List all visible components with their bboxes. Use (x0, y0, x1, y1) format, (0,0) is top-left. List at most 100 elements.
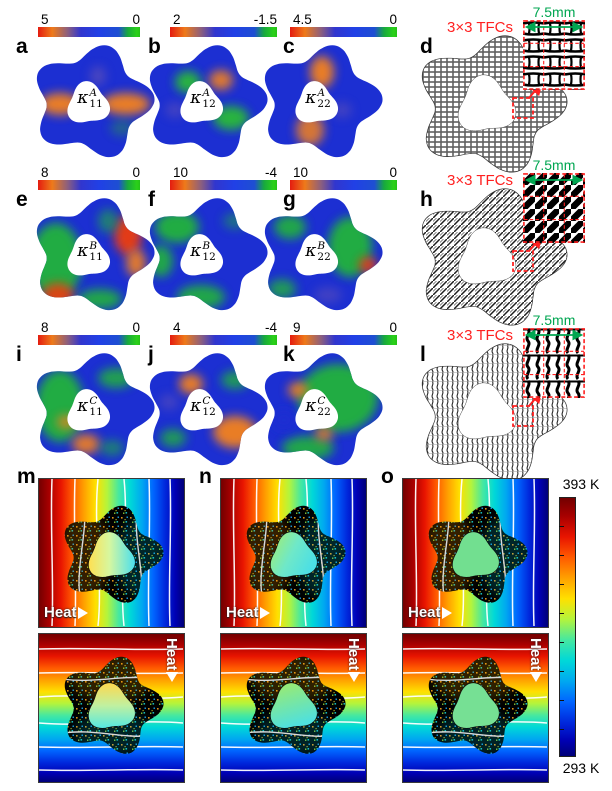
panel-letter-j: j (148, 343, 154, 366)
isotherm-line (532, 479, 536, 626)
kappa-label-g: κ B 22 (292, 241, 344, 262)
tfc-label-h: 3×3 TFCs (447, 172, 513, 189)
color-patch (160, 429, 186, 447)
heat-arrow-icon (259, 606, 270, 619)
heat-label: Heat (408, 605, 452, 620)
color-patch (359, 257, 377, 273)
kappa-superscript: C (89, 395, 98, 407)
panel-letter-m: m (17, 465, 36, 488)
colorbar-g (290, 180, 397, 190)
colorbar-e-max: 8 (41, 165, 49, 180)
kappa-superscript: C (317, 395, 326, 407)
heat-arrow-icon (347, 671, 360, 682)
colorbar-a (38, 27, 140, 37)
color-patch (179, 374, 203, 394)
mesh-structure-h (421, 188, 568, 326)
heatmap-horizontal-m: Heat (38, 478, 185, 628)
kappa-symbol: κ (190, 396, 202, 416)
center-hole (67, 81, 111, 123)
conductivity-map-e (36, 198, 155, 311)
center-hole (295, 81, 339, 123)
colorbar-a-min: 0 (132, 12, 140, 27)
center-hole (180, 81, 224, 123)
center-hole (295, 234, 339, 276)
heat-arrow-icon (441, 606, 452, 619)
colorbar-k-min: 0 (389, 320, 397, 335)
colorbar-f-min: -4 (264, 165, 277, 180)
isotherm-line (414, 479, 418, 626)
inset-source-box (512, 405, 534, 427)
inner-region (452, 682, 500, 729)
isotherm-line (350, 479, 354, 626)
center-hole (295, 389, 339, 431)
kappa-subscript: 11 (89, 250, 103, 263)
panel-letter-g: g (283, 188, 296, 211)
kappa-label-a: κ A 11 (64, 88, 116, 109)
heatmap-vertical-3: Heat (402, 633, 549, 783)
colorbar-c-max: 4.5 (293, 12, 312, 27)
isotherm-line (39, 768, 183, 772)
heatmap-vertical-2: Heat (220, 633, 367, 783)
conductivity-map-k (264, 353, 383, 466)
kappa-superscript: B (317, 240, 326, 252)
kappa-subscript: 22 (317, 97, 331, 110)
heat-label: Heat (44, 605, 88, 620)
kappa-superscript: A (89, 87, 97, 99)
panel-letter-i: i (16, 343, 22, 366)
kappa-subscript: 12 (202, 250, 216, 263)
colorbar-i (38, 335, 140, 345)
colorbar-j-max: 4 (173, 320, 181, 335)
colorbar-k (290, 335, 397, 345)
color-patch (274, 215, 306, 239)
heatmap-horizontal-o: Heat (402, 478, 549, 628)
kappa-label-c: κ A 22 (292, 88, 344, 109)
tfc-label-d: 3×3 TFCs (447, 19, 513, 36)
kappa-subscript: 12 (202, 97, 216, 110)
isotherm-line (221, 647, 365, 651)
inner-region (270, 531, 318, 578)
panel-letter-n: n (199, 465, 212, 488)
kappa-subscript: 22 (317, 250, 331, 263)
colorbar-g-max: 10 (293, 165, 309, 180)
center-hole (67, 389, 111, 431)
heat-label: Heat (527, 638, 544, 682)
colorbar-b-min: -1.5 (253, 12, 277, 27)
kappa-label-b: κ A 12 (177, 88, 229, 109)
isotherm-line (221, 768, 365, 772)
color-patch (310, 56, 334, 88)
kappa-symbol: κ (305, 396, 317, 416)
color-patch (36, 223, 82, 299)
panel-letter-d: d (420, 35, 433, 58)
inner-region (88, 531, 136, 578)
kappa-label-i: κ C 11 (64, 396, 116, 417)
color-patch (98, 368, 134, 388)
color-patch (155, 211, 199, 243)
center-hole (180, 234, 224, 276)
scale-label-l: 7.5mm (532, 312, 576, 328)
conductivity-map-c (264, 45, 383, 158)
colorbar-j-min: -4 (264, 320, 277, 335)
isotherm-line (168, 479, 172, 626)
colorbar-c (290, 27, 397, 37)
colorbar-k-max: 9 (293, 320, 301, 335)
colorbar-e (38, 180, 140, 190)
heat-arrow-icon (77, 606, 88, 619)
mesh-center-hole (457, 227, 517, 285)
conductivity-map-b (149, 45, 268, 158)
kappa-symbol: κ (190, 88, 202, 108)
panel-letter-l: l (420, 343, 426, 366)
inset-source-box (512, 250, 534, 272)
inset-l (523, 328, 585, 398)
colorbar-f (170, 180, 277, 190)
conductivity-map-i (36, 353, 155, 466)
inner-region (452, 531, 500, 578)
color-patch (149, 245, 173, 277)
heat-arrow-icon (529, 671, 542, 682)
color-patch (72, 434, 100, 454)
kappa-superscript: B (202, 240, 211, 252)
kappa-superscript: B (89, 240, 98, 252)
color-patch (315, 427, 333, 441)
inner-region (270, 682, 318, 729)
kappa-label-f: κ B 12 (177, 241, 229, 262)
